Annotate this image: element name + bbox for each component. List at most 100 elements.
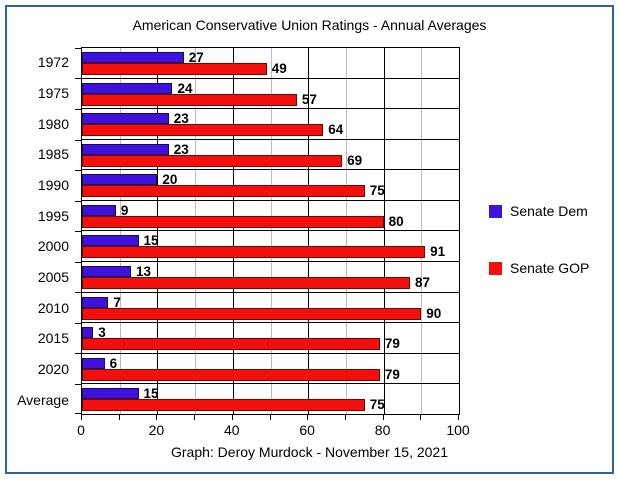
category-band-1990: 20 75: [82, 170, 459, 201]
gop-bar: [82, 154, 343, 167]
y-axis-tick: [75, 383, 82, 385]
plot-area: 27 49 24 57 23 64 23 69 20 75 9 80 15 91 13 87 7 90 3 79 6 79…: [75, 47, 460, 415]
value-label: 64: [328, 122, 344, 138]
value-label: 24: [177, 80, 193, 96]
value-label: 23: [173, 111, 189, 127]
x-axis-tick: [194, 415, 196, 420]
y-axis-labels: 1972 1975 1980 1985 1990 1995 2000 2005 2010 2015…: [0, 47, 74, 415]
gop-bar: [82, 338, 380, 351]
x-axis-tick: [156, 415, 158, 420]
category-band-1980: 23 64: [82, 109, 459, 140]
dem-bar: [82, 113, 169, 125]
gop-bar: [82, 93, 297, 106]
dem-bar: [82, 296, 109, 308]
chart-title: American Conservative Union Ratings - An…: [132, 17, 487, 33]
gop-bar: [82, 185, 365, 198]
value-label: 20: [162, 172, 178, 188]
dem-bar: [82, 388, 139, 400]
x-axis-tick-label: 20: [148, 422, 165, 438]
y-axis-label: 1995: [37, 207, 69, 224]
y-axis-tick: [75, 200, 82, 202]
gop-bar: [82, 246, 426, 259]
value-label: 90: [426, 305, 442, 321]
category-band-2005: 13 87: [82, 262, 459, 293]
gop-bar: [82, 63, 267, 75]
category-band-2020: 6 79: [82, 354, 459, 385]
bar-rows: 27 49 24 57 23 64 23 69 20 75 9 80 15 91 13 87 7 90 3 79 6 79…: [82, 48, 459, 414]
y-axis-tick: [75, 322, 82, 324]
value-label: 13: [136, 264, 152, 280]
value-label: 75: [369, 183, 385, 199]
value-label: 79: [384, 336, 400, 352]
gop-legend-swatch: [489, 261, 502, 275]
dem-bar: [82, 52, 184, 63]
category-band-1975: 24 57: [82, 79, 459, 110]
dem-bar: [82, 327, 94, 339]
x-axis-tick-label: 40: [224, 422, 240, 438]
x-axis-tick: [307, 415, 309, 420]
category-band-1972: 27 49: [82, 48, 459, 79]
value-label: 69: [347, 152, 363, 168]
gop-bar: [82, 368, 380, 381]
value-label: 87: [414, 275, 431, 291]
y-axis-tick: [75, 413, 82, 414]
legend-item-senate-gop: Senate GOP: [489, 260, 589, 276]
x-axis-tick-label: 0: [77, 422, 85, 438]
y-axis-tick: [75, 231, 82, 232]
y-axis-label: 1972: [37, 54, 69, 71]
dem-bar: [82, 174, 158, 186]
x-axis-tick: [344, 415, 346, 420]
x-axis-tick: [458, 415, 459, 420]
category-band-2015: 3 79: [82, 323, 459, 354]
x-axis-tick: [382, 415, 384, 420]
chart-caption: Graph: Deroy Murdock - November 15, 2021: [170, 444, 448, 460]
x-axis-tick: [420, 415, 422, 420]
value-label: 27: [188, 50, 204, 65]
dem-bar: [82, 266, 131, 278]
y-axis-label: 1980: [37, 115, 69, 132]
legend-item-senate-dem: Senate Dem: [489, 203, 588, 219]
y-axis-tick: [75, 78, 82, 80]
value-label: 15: [143, 233, 159, 249]
value-label: 91: [430, 244, 446, 260]
value-label: 57: [301, 91, 317, 107]
y-axis-tick: [75, 48, 82, 49]
dem-bar: [82, 235, 139, 247]
category-band-average: 15 75: [82, 384, 459, 414]
value-label: 23: [173, 141, 189, 157]
value-label: 79: [384, 366, 400, 382]
value-label: 80: [388, 213, 404, 229]
dem-bar: [82, 82, 173, 94]
y-axis-label: 1985: [37, 146, 69, 163]
x-axis-tick: [81, 415, 82, 420]
y-axis-label: 2000: [37, 238, 69, 255]
x-axis-tick: [269, 415, 271, 420]
value-label: 49: [271, 61, 287, 76]
dem-legend-swatch: [489, 204, 502, 218]
dem-bar: [82, 357, 105, 369]
y-axis-label: 2005: [37, 269, 69, 286]
y-axis-tick: [75, 108, 82, 110]
value-label: 6: [109, 355, 118, 371]
legend-label: Senate GOP: [510, 260, 590, 276]
gop-bar: [82, 399, 365, 412]
y-axis-label: 1975: [37, 85, 69, 101]
gop-bar: [82, 124, 324, 137]
y-axis-tick: [75, 261, 82, 263]
x-axis-tick-label: 100: [446, 422, 470, 438]
x-axis-tick-label: 80: [374, 422, 391, 438]
value-label: 15: [143, 386, 159, 402]
category-band-1995: 9 80: [82, 201, 459, 232]
y-axis-label: 1990: [37, 177, 69, 194]
category-band-1985: 23 69: [82, 140, 459, 171]
x-axis: 0 20 40 60 80 100: [77, 415, 470, 445]
gop-bar: [82, 215, 384, 228]
y-axis-tick: [75, 291, 82, 293]
gop-bar: [82, 307, 422, 320]
y-axis-tick: [75, 353, 82, 354]
value-label: 75: [369, 397, 385, 413]
gop-bar: [82, 277, 410, 290]
x-axis-tick: [231, 415, 233, 420]
value-label: 7: [113, 294, 121, 310]
